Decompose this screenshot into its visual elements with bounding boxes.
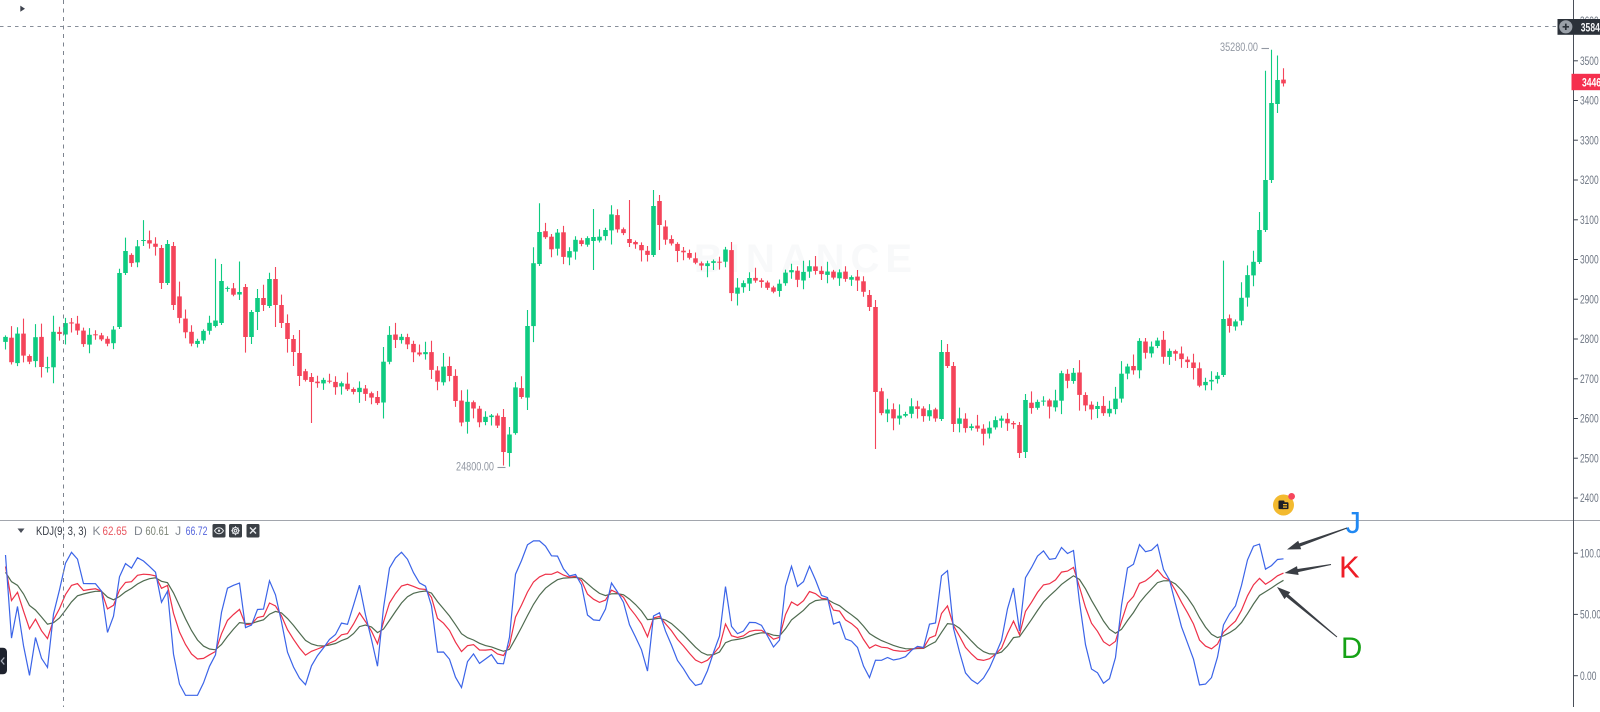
svg-text:2500: 2500 — [1580, 453, 1599, 465]
svg-text:KDJ(9, 3, 3): KDJ(9, 3, 3) — [36, 524, 87, 538]
svg-text:34469: 34469 — [1582, 77, 1600, 89]
svg-text:0.00: 0.00 — [1580, 671, 1596, 683]
svg-text:66.72: 66.72 — [186, 524, 208, 538]
svg-text:62.65: 62.65 — [103, 524, 128, 538]
svg-text:2400: 2400 — [1580, 493, 1599, 505]
svg-text:100.00: 100.00 — [1580, 548, 1600, 560]
svg-text:J: J — [175, 524, 181, 538]
svg-text:3500: 3500 — [1580, 56, 1599, 68]
svg-text:3000: 3000 — [1580, 255, 1599, 267]
svg-text:D: D — [1341, 632, 1362, 665]
svg-text:K: K — [93, 524, 101, 538]
svg-text:3400: 3400 — [1580, 96, 1599, 108]
svg-text:D: D — [134, 524, 143, 538]
svg-text:60.61: 60.61 — [145, 524, 169, 538]
svg-text:24800.00: 24800.00 — [456, 460, 494, 474]
svg-text:2600: 2600 — [1580, 414, 1599, 426]
svg-text:2700: 2700 — [1580, 374, 1599, 386]
svg-text:3100: 3100 — [1580, 215, 1599, 227]
svg-text:3200: 3200 — [1580, 175, 1599, 187]
svg-text:2900: 2900 — [1580, 294, 1599, 306]
svg-text:K: K — [1339, 550, 1360, 585]
svg-text:2800: 2800 — [1580, 334, 1599, 346]
svg-text:J: J — [1345, 505, 1361, 540]
svg-text:50.00: 50.00 — [1580, 610, 1600, 622]
svg-text:3300: 3300 — [1580, 135, 1599, 147]
svg-text:35280.00: 35280.00 — [1220, 40, 1258, 54]
